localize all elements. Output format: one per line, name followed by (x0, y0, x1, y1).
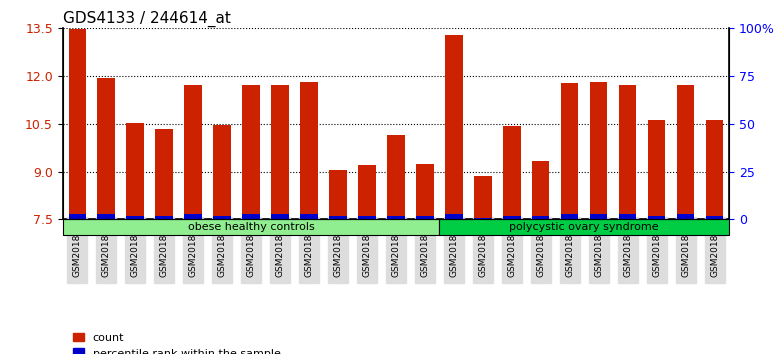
Bar (561, 214, 579, 219)
Bar (271, 85, 289, 219)
Bar (300, 214, 318, 219)
Bar (706, 216, 724, 219)
Bar (416, 216, 434, 219)
Bar (213, 126, 230, 219)
Bar (532, 216, 550, 219)
Bar (503, 126, 521, 219)
Bar (387, 135, 405, 219)
Bar (300, 82, 318, 219)
Bar (68, 29, 86, 219)
Bar (474, 218, 492, 219)
Bar (445, 35, 463, 219)
Bar (358, 216, 376, 219)
Bar (474, 176, 492, 219)
Bar (619, 85, 637, 219)
Bar (445, 214, 463, 219)
Bar (63, 219, 439, 235)
Bar (184, 85, 201, 219)
Bar (648, 120, 666, 219)
Legend: count, percentile rank within the sample: count, percentile rank within the sample (68, 329, 285, 354)
Bar (677, 214, 695, 219)
Bar (126, 216, 143, 219)
Bar (387, 216, 405, 219)
Bar (561, 83, 579, 219)
Bar (329, 170, 347, 219)
Bar (648, 216, 666, 219)
Bar (503, 216, 521, 219)
Bar (677, 85, 695, 219)
Bar (68, 214, 86, 219)
Bar (358, 165, 376, 219)
Bar (97, 78, 115, 219)
Bar (329, 216, 347, 219)
Bar (155, 216, 172, 219)
Bar (590, 82, 608, 219)
Bar (97, 214, 115, 219)
Bar (706, 120, 724, 219)
Text: disease state: disease state (0, 353, 1, 354)
Text: obese healthy controls: obese healthy controls (187, 222, 314, 233)
Bar (242, 214, 260, 219)
Text: GDS4133 / 244614_at: GDS4133 / 244614_at (63, 11, 230, 27)
Bar (184, 214, 201, 219)
Bar (213, 216, 230, 219)
Bar (242, 85, 260, 219)
Bar (155, 129, 172, 219)
Bar (532, 161, 550, 219)
Bar (126, 123, 143, 219)
Text: polycystic ovary syndrome: polycystic ovary syndrome (510, 222, 659, 233)
Bar (416, 164, 434, 219)
Bar (271, 214, 289, 219)
Bar (590, 214, 608, 219)
Bar (439, 219, 729, 235)
Bar (619, 214, 637, 219)
